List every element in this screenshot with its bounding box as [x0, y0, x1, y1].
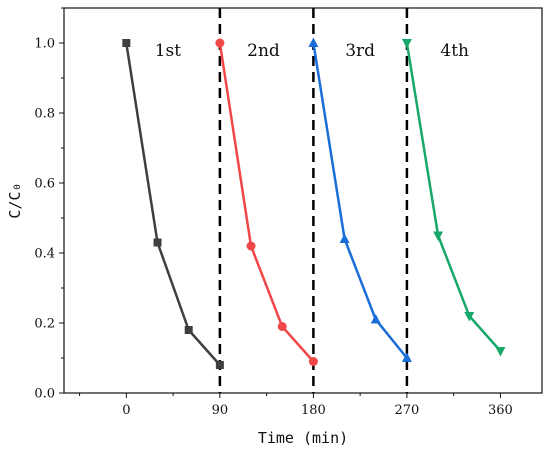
data-point-circle: [277, 322, 287, 331]
data-point-square: [184, 326, 193, 334]
plot-border: [63, 7, 543, 394]
series-1-line: [125, 42, 221, 366]
cycle-label-1st: 1st: [155, 41, 182, 61]
y-tick-label: 0.2: [34, 317, 55, 332]
series-1: [122, 39, 224, 369]
y-axis-title: C/C₀: [6, 182, 24, 218]
y-tick-label: 0.4: [34, 247, 55, 262]
series-4-line: [405, 42, 502, 352]
x-tick-label: 270: [394, 403, 419, 418]
series-2-line: [218, 42, 315, 363]
cycle-dividers: [218, 8, 409, 393]
x-tick-label: 180: [301, 403, 326, 418]
data-point-triangle-down: [433, 231, 444, 241]
y-tick-label: 1.0: [34, 37, 55, 52]
cycle-label-4th: 4th: [440, 41, 469, 61]
data-point-triangle-down: [464, 312, 475, 322]
data-point-square: [215, 361, 224, 369]
axis-ticks: 0 90 180 270 360 0.0 0.2 0.4 0.6 0.8 1.0: [34, 7, 513, 418]
x-tick-label: 90: [212, 403, 229, 418]
series-2: [215, 38, 318, 366]
data-point-circle: [215, 38, 225, 48]
series-3-line: [312, 42, 408, 359]
data-point-triangle-down: [495, 347, 506, 357]
data-point-circle: [308, 357, 318, 366]
series-layer: [122, 37, 506, 369]
cycle-label-2nd: 2nd: [247, 41, 280, 61]
data-point-triangle-up: [339, 233, 350, 243]
y-tick-label: 0.6: [34, 177, 55, 192]
cycle-label-3rd: 3rd: [345, 41, 375, 61]
y-tick-label: 0.8: [34, 107, 55, 122]
series-4: [401, 39, 506, 357]
plot-frame: [63, 7, 543, 394]
series-3: [308, 37, 412, 362]
x-tick-label: 360: [488, 403, 513, 418]
y-tick-label: 0.0: [34, 387, 55, 402]
data-point-triangle-down: [401, 39, 412, 49]
data-point-triangle-up: [308, 37, 319, 47]
data-point-circle: [246, 241, 256, 251]
cycle-labels: 1st 2nd 3rd 4th: [155, 41, 469, 61]
x-axis-title: Time (min): [258, 429, 348, 447]
data-point-square: [153, 238, 162, 247]
data-point-square: [122, 39, 131, 47]
data-point-triangle-up: [401, 352, 412, 362]
data-point-triangle-up: [370, 314, 381, 324]
x-tick-label: 0: [122, 403, 130, 418]
